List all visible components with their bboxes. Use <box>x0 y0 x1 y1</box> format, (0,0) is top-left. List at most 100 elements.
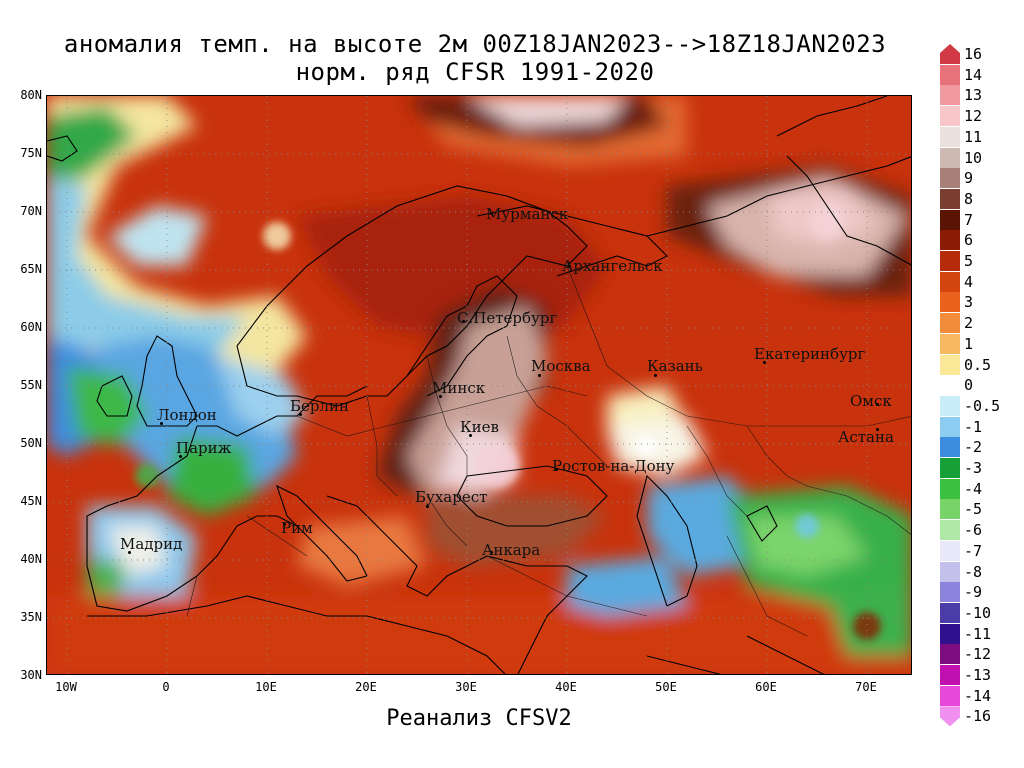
city-label-rome: Рим <box>281 519 313 537</box>
colorbar-swatch <box>940 499 960 520</box>
colorbar-label: 9 <box>964 169 974 188</box>
colorbar-swatch <box>940 209 960 230</box>
city-label-kazan: Казань <box>647 357 703 375</box>
colorbar-label: 8 <box>964 189 974 208</box>
colorbar-swatch <box>940 375 960 396</box>
colorbar-label: -7 <box>964 541 983 560</box>
city-marker <box>128 551 131 554</box>
city-label-london: Лондон <box>157 406 217 424</box>
city-marker <box>160 422 163 425</box>
lat-label-35n: 35N <box>20 610 42 624</box>
colorbar-swatch <box>940 561 960 582</box>
colorbar-swatch <box>940 64 960 85</box>
lat-label-80n: 80N <box>20 88 42 102</box>
lon-label-30e: 30E <box>455 680 477 694</box>
colorbar-label: 2 <box>964 314 974 333</box>
colorbar-label: 16 <box>964 45 983 63</box>
city-label-yekaterinburg: Екатеринбург <box>754 345 866 363</box>
colorbar-label: -0.5 <box>964 396 1001 415</box>
city-label-moscow: Москва <box>531 357 591 375</box>
city-label-astana: Астана <box>838 428 894 446</box>
colorbar-swatch <box>940 685 960 706</box>
map-field <box>47 96 911 674</box>
source-caption: Реанализ CFSV2 <box>386 706 572 731</box>
colorbar-swatch <box>940 271 960 292</box>
city-marker <box>763 361 766 364</box>
colorbar-swatch <box>940 458 960 478</box>
lat-label-40n: 40N <box>20 552 42 566</box>
colorbar-label: 11 <box>964 127 983 146</box>
colorbar-swatch <box>940 333 960 354</box>
colorbar-swatch <box>940 706 960 727</box>
city-marker <box>426 505 429 508</box>
colorbar-label: 5 <box>964 252 974 270</box>
colorbar-label: 12 <box>964 107 983 126</box>
colorbar-label: -3 <box>964 459 983 477</box>
colorbar-label: 13 <box>964 86 983 105</box>
colorbar-swatch <box>940 313 960 334</box>
city-label-madrid: Мадрид <box>120 535 183 553</box>
lat-label-75n: 75N <box>20 146 42 160</box>
city-label-bucharest: Бухарест <box>415 488 488 506</box>
colorbar-label: 7 <box>964 210 974 229</box>
colorbar-label: -1 <box>964 417 983 436</box>
colorbar-swatch <box>940 230 960 251</box>
city-marker <box>876 428 879 431</box>
colorbar-swatch <box>940 416 960 437</box>
colorbar-label: -9 <box>964 583 983 602</box>
city-label-minsk: Минск <box>432 379 486 397</box>
colorbar-label: 0.5 <box>964 355 992 374</box>
lat-label-60n: 60N <box>20 320 42 334</box>
city-label-berlin: Берлин <box>290 397 350 415</box>
city-marker <box>555 468 558 471</box>
city-marker <box>439 395 442 398</box>
colorbar-label: 14 <box>964 65 983 84</box>
colorbar-label: -16 <box>964 707 992 726</box>
city-label-omsk: Омск <box>850 392 892 410</box>
city-label-rostov-on-don: Ростов-на-Дону <box>552 457 675 475</box>
colorbar-swatch <box>940 602 960 623</box>
colorbar-swatch <box>940 44 960 64</box>
city-marker <box>568 265 571 268</box>
coastlines <box>47 96 911 674</box>
colorbar-swatch <box>940 623 960 644</box>
lat-label-50n: 50N <box>20 436 42 450</box>
colorbar-label: -13 <box>964 666 992 684</box>
city-marker <box>876 403 879 406</box>
colorbar-swatch <box>940 147 960 168</box>
city-label-kiev: Киев <box>460 418 499 436</box>
colorbar-swatch <box>940 478 960 499</box>
colorbar-label: -8 <box>964 562 983 581</box>
lat-label-45n: 45N <box>20 494 42 508</box>
colorbar-label: -5 <box>964 500 983 519</box>
lon-label-50e: 50E <box>655 680 677 694</box>
colorbar-swatch <box>940 251 960 271</box>
lon-label-40e: 40E <box>555 680 577 694</box>
city-marker <box>283 523 286 526</box>
lat-label-55n: 55N <box>20 378 42 392</box>
colorbar-swatch <box>940 126 960 147</box>
city-marker <box>654 374 657 377</box>
city-marker <box>490 212 493 215</box>
colorbar-swatch <box>940 292 960 313</box>
colorbar-label: 4 <box>964 272 974 291</box>
city-marker <box>469 434 472 437</box>
colorbar-label: -12 <box>964 645 992 664</box>
colorbar-label: 0 <box>964 376 974 395</box>
colorbar-swatch <box>940 644 960 665</box>
city-label-ankara: Анкара <box>482 541 541 559</box>
city-label-murmansk: Мурманск <box>486 205 569 223</box>
lon-label-20e: 20E <box>355 680 377 694</box>
colorbar-label: 6 <box>964 231 974 250</box>
lat-label-30n: 30N <box>20 668 42 682</box>
anomaly-map <box>46 95 912 675</box>
map-title-line-2: норм. ряд CFSR 1991-2020 <box>295 58 655 86</box>
colorbar-label: 3 <box>964 293 974 312</box>
graticule <box>47 96 911 674</box>
colorbar-label: -14 <box>964 686 992 705</box>
colorbar-swatch <box>940 395 960 416</box>
colorbar-label: -11 <box>964 624 992 643</box>
lat-label-65n: 65N <box>20 262 42 276</box>
colorbar-swatch <box>940 354 960 375</box>
lon-label-70e: 70E <box>855 680 877 694</box>
